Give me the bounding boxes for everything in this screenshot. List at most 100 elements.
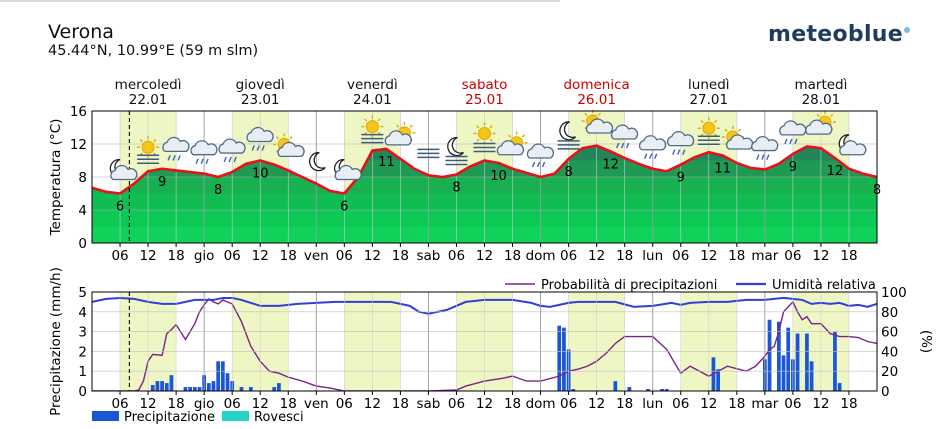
sun-ray xyxy=(364,118,368,122)
x-tick-label: 18 xyxy=(280,396,297,412)
sun-disc xyxy=(702,121,716,135)
y-tick-label: 5 xyxy=(78,285,87,301)
cloud-sun-icon xyxy=(273,133,305,158)
y2-tick-label: 60 xyxy=(881,325,898,341)
x-tick-label: 06 xyxy=(336,396,353,412)
x-tick-label: lun xyxy=(642,396,663,412)
top-divider xyxy=(0,0,560,2)
y-tick-label: 4 xyxy=(78,305,87,321)
x-tick-label: dom xyxy=(526,396,556,412)
cloud-rain-icon xyxy=(218,138,246,163)
y-tick-label: 0 xyxy=(78,384,87,400)
rain-drop xyxy=(256,145,260,151)
x-tick-label: 18 xyxy=(616,396,633,412)
x-tick-label: mar xyxy=(751,248,778,264)
cloud-shape xyxy=(190,140,218,156)
sun-ray xyxy=(724,128,728,132)
x-tick-label: 12 xyxy=(588,248,605,264)
cloud-shape xyxy=(110,164,138,181)
rain-drop xyxy=(531,161,536,168)
moon-icon xyxy=(308,151,326,172)
brand-logo: meteoblue xyxy=(768,22,910,47)
cloud-shape xyxy=(667,131,695,147)
y2-tick-label: 40 xyxy=(881,344,898,360)
precipitation-bar xyxy=(837,383,842,391)
precipitation-bar xyxy=(660,389,664,391)
rain-drop xyxy=(205,158,209,164)
day-name: mercoledì xyxy=(115,77,182,93)
cloud-rain-icon xyxy=(751,135,779,160)
x-tick-label: 06 xyxy=(784,396,801,412)
sun-ray xyxy=(476,125,480,129)
rain-drop xyxy=(223,156,227,163)
rain-drop xyxy=(649,153,653,160)
precipitation-bar xyxy=(249,387,253,391)
day-date: 28.01 xyxy=(802,92,841,108)
precipitation-bar xyxy=(781,355,786,391)
rain-drop xyxy=(172,155,176,161)
cloud-shape xyxy=(384,130,412,146)
sun-ray xyxy=(377,118,381,122)
precipitation-bar xyxy=(786,327,791,391)
y-axis-label: Precipitazione (mm/h) xyxy=(48,267,64,416)
sun-disc xyxy=(365,120,379,134)
rain-drop xyxy=(251,145,255,151)
rain-drop xyxy=(766,154,770,160)
sun-ray xyxy=(700,119,704,124)
moon-fog-icon xyxy=(445,136,468,166)
x-tick-label: 18 xyxy=(504,248,521,264)
sun-haze-icon xyxy=(697,117,720,145)
sun-ray xyxy=(508,134,512,138)
x-tick-label: 06 xyxy=(672,248,689,264)
sun-haze-icon xyxy=(137,136,160,164)
day-date: 27.01 xyxy=(689,92,728,108)
day-date: 24.01 xyxy=(353,92,392,108)
x-tick-label: 12 xyxy=(364,396,381,412)
sun-haze-icon xyxy=(361,115,384,144)
precipitation-bar xyxy=(277,383,281,391)
precipitation-bar xyxy=(188,387,192,391)
cloud-shape xyxy=(496,140,524,156)
precipitation-bar xyxy=(767,319,772,391)
x-tick-label: 06 xyxy=(111,396,128,412)
y2-tick-label: 80 xyxy=(881,305,898,321)
sun-ray xyxy=(275,136,280,140)
y2-tick-label: 0 xyxy=(881,384,890,400)
x-tick-label: 06 xyxy=(784,248,801,264)
sun-ray xyxy=(476,138,480,142)
cloud-shape xyxy=(610,124,639,140)
temperature-label: 11 xyxy=(378,155,395,170)
sun-ray xyxy=(737,128,742,132)
cloud-rain-icon xyxy=(667,131,695,155)
temperature-line xyxy=(91,144,878,195)
cloud-rain-icon xyxy=(246,126,274,151)
day-name: lunedì xyxy=(688,77,730,93)
x-tick-label: 06 xyxy=(560,248,577,264)
precipitation-bar xyxy=(206,383,211,391)
day-date: 25.01 xyxy=(465,92,504,108)
day-date: 23.01 xyxy=(241,92,280,108)
temperature-label: 10 xyxy=(252,167,269,182)
cloud-shape xyxy=(638,135,667,151)
legend-swatch-precipitation xyxy=(92,411,119,421)
brand-dot-icon xyxy=(903,27,910,33)
x-tick-label: 18 xyxy=(280,248,297,264)
precipitation-bar xyxy=(777,321,781,391)
x-tick-label: 12 xyxy=(476,396,493,412)
precipitation-bar xyxy=(627,387,632,391)
temperature-label: 8 xyxy=(214,183,222,198)
rain-drop xyxy=(541,161,546,168)
moon-cloud-icon xyxy=(838,134,867,156)
x-tick-label: sab xyxy=(416,396,440,412)
precipitation-bar xyxy=(562,327,566,391)
y2-tick-label: 20 xyxy=(881,364,898,380)
x-tick-label: dom xyxy=(526,248,556,264)
temperature-label: 6 xyxy=(116,200,124,215)
temperature-label: 12 xyxy=(827,164,844,179)
sun-ray xyxy=(289,136,293,140)
rain-drop xyxy=(784,138,788,145)
y2-axis-label: (%) xyxy=(918,330,934,353)
x-tick-label: 12 xyxy=(252,396,269,412)
sun-ray xyxy=(139,138,143,143)
